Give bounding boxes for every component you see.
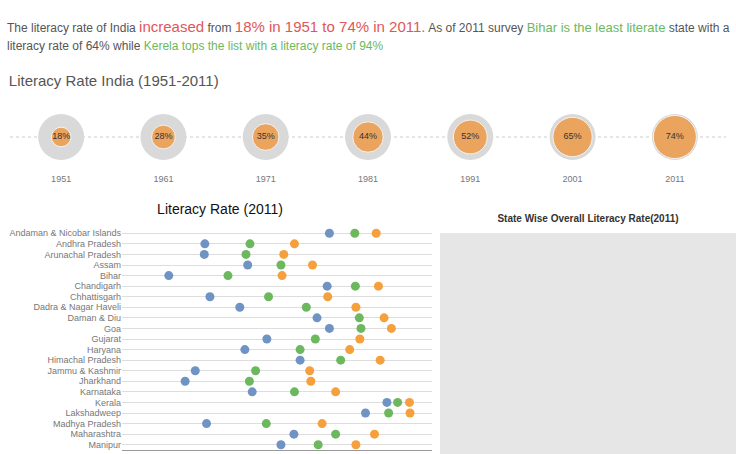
svg-text:35%: 35% (257, 131, 275, 141)
svg-text:Chandigarh: Chandigarh (74, 281, 121, 291)
svg-text:1991: 1991 (460, 174, 480, 184)
svg-text:Dadra & Nagar Haveli: Dadra & Nagar Haveli (33, 302, 121, 312)
svg-text:Lakshadweep: Lakshadweep (65, 408, 121, 418)
svg-text:Manipur: Manipur (88, 440, 121, 450)
svg-text:Assam: Assam (93, 260, 121, 270)
svg-text:52%: 52% (461, 131, 479, 141)
svg-text:Maharashtra: Maharashtra (70, 429, 121, 439)
svg-text:Madhya Pradesh: Madhya Pradesh (53, 419, 121, 429)
svg-text:Bihar: Bihar (100, 271, 121, 281)
svg-text:28%: 28% (154, 131, 172, 141)
svg-text:Literacy Rate (2011): Literacy Rate (2011) (157, 201, 283, 217)
html-text:The literacy rate of Indiaincr: The literacy rate of Indiaincreasedfrom1… (7, 18, 730, 53)
svg-text:Gujarat: Gujarat (91, 334, 121, 344)
svg-text:Daman & Diu: Daman & Diu (67, 313, 121, 323)
svg-text:Himachal Pradesh: Himachal Pradesh (47, 355, 121, 365)
svg-text:Andaman & Nicobar Islands: Andaman & Nicobar Islands (9, 228, 121, 238)
svg-text:74%: 74% (666, 131, 684, 141)
svg-text:Haryana: Haryana (87, 345, 121, 355)
svg-text:18%: 18% (52, 131, 70, 141)
svg-text:1951: 1951 (51, 174, 71, 184)
svg-text:2001: 2001 (563, 174, 583, 184)
svg-text:Chhattisgarh: Chhattisgarh (70, 292, 121, 302)
svg-text:1971: 1971 (256, 174, 276, 184)
svg-text:1961: 1961 (153, 174, 173, 184)
svg-text:65%: 65% (564, 131, 582, 141)
svg-text:Literacy Rate India (1951-2011: Literacy Rate India (1951-2011) (9, 72, 219, 89)
svg-text:2011: 2011 (665, 174, 684, 184)
svg-text:Andhra Pradesh: Andhra Pradesh (56, 239, 121, 249)
svg-text:44%: 44% (359, 131, 377, 141)
svg-text:Kerala: Kerala (95, 398, 121, 408)
svg-text:Karnataka: Karnataka (80, 387, 121, 397)
svg-text:Goa: Goa (104, 324, 121, 334)
svg-text:Arunachal Pradesh: Arunachal Pradesh (44, 250, 121, 260)
html-text:State Wise Overall Literacy Ra: State Wise Overall Literacy Rate(2011) (497, 213, 679, 224)
svg-text:Jammu & Kashmir: Jammu & Kashmir (47, 366, 121, 376)
svg-text:1981: 1981 (358, 174, 378, 184)
svg-text:Jharkhand: Jharkhand (79, 376, 121, 386)
